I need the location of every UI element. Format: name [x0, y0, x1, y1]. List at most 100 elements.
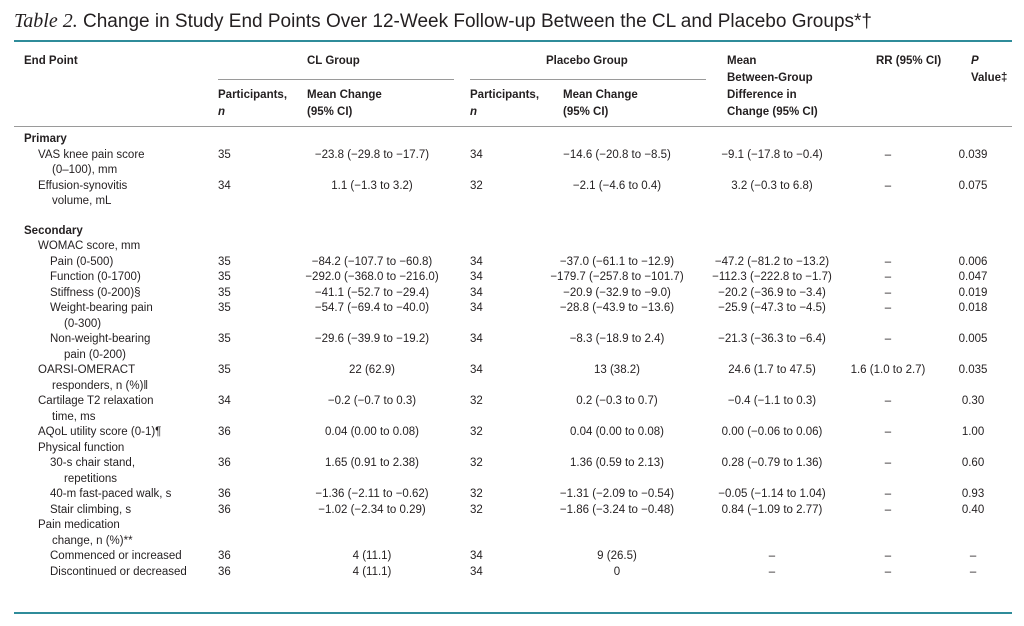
p-cell: 0.047: [958, 271, 988, 283]
pl-mean-cell: −1.31 (−2.09 to −0.54): [559, 488, 675, 500]
pl-n-cell: 32: [470, 395, 483, 407]
endpoint-unit: pain (0-200): [64, 348, 127, 361]
header-rr: RR (95% CI): [876, 55, 942, 67]
cl-mean-cell: 0.04 (0.00 to 0.08): [325, 426, 419, 438]
diff-cell: −112.3 (−222.8 to −1.7): [712, 271, 832, 283]
header-cl-mean-ci: (95% CI): [307, 106, 353, 118]
section-row-secondary: Secondary: [24, 224, 1012, 240]
rr-cell: –: [884, 286, 892, 299]
header-cl-mean-change: Mean Change (95% CI): [307, 87, 382, 121]
endpoint-name: VAS knee pain score: [38, 148, 145, 161]
pl-mean-cell: −20.9 (−32.9 to −9.0): [563, 286, 671, 299]
diff-cell: −0.05 (−1.14 to 1.04): [718, 488, 826, 500]
table-row: Cartilage T2 relaxation time, ms 34 −0.2 …: [24, 394, 1012, 425]
rr-cell: –: [884, 457, 892, 469]
endpoint-cell: Cartilage T2 relaxation time, ms: [24, 394, 218, 425]
cl-n-cell: 35: [218, 271, 231, 283]
p-cell: 0.005: [958, 333, 988, 345]
cl-mean-cell: 1.65 (0.91 to 2.38): [325, 457, 419, 469]
rr-cell: –: [884, 565, 892, 578]
endpoint-name: Stiffness (0-200)§: [50, 286, 141, 299]
rr-cell: –: [884, 271, 892, 283]
pl-mean-cell: −14.6 (−20.8 to −8.5): [563, 148, 671, 161]
cl-n-cell: 35: [218, 148, 231, 161]
endpoint-unit: volume, mL: [52, 195, 112, 207]
endpoint-name: Function (0-1700): [50, 271, 141, 283]
rr-cell: –: [884, 179, 892, 192]
cl-n-cell: 35: [218, 302, 231, 314]
endpoint-name: Discontinued or decreased: [50, 565, 187, 578]
table-row: VAS knee pain score (0–100), mm 35 −23.8 …: [24, 148, 1012, 179]
header-pl-participants: Participants, n: [470, 87, 539, 121]
table-label: Table 2.: [14, 10, 78, 32]
diff-cell: −9.1 (−17.8 to −0.4): [721, 148, 823, 161]
cl-n-cell: 36: [218, 550, 231, 562]
endpoint-cell: VAS knee pain score (0–100), mm: [24, 148, 218, 179]
diff-cell: −21.3 (−36.3 to −6.4): [718, 333, 826, 345]
table-row: Non-weight-bearing pain (0-200) 35 −29.6 …: [24, 332, 1012, 363]
pl-mean-cell: 0.04 (0.00 to 0.08): [570, 426, 664, 438]
section-primary: Primary: [24, 133, 67, 145]
pl-n-cell: 32: [470, 426, 483, 438]
diff-cell: −25.9 (−47.3 to −4.5): [718, 302, 826, 314]
pl-n-cell: 32: [470, 179, 483, 192]
pl-n-cell: 32: [470, 503, 483, 516]
table-row: 30-s chair stand, repetitions 36 1.65 (0.…: [24, 456, 1012, 487]
header-pl-participants-n: n: [470, 106, 478, 118]
cl-mean-cell: −54.7 (−69.4 to −40.0): [314, 302, 430, 314]
p-cell: 0.30: [961, 395, 985, 407]
spacer-row: [24, 210, 1012, 224]
section-row-primary: Primary: [24, 132, 1012, 148]
pl-n-cell: 34: [470, 550, 483, 562]
rr-cell: 1.6 (1.0 to 2.7): [850, 364, 926, 376]
endpoint-cell: OARSI-OMERACT responders, n (%)‖: [24, 363, 218, 394]
table-row: Commenced or increased 36 4 (11.1) 34 9 …: [24, 549, 1012, 565]
p-cell: 0.018: [958, 302, 988, 314]
header-mean-line1: Mean: [727, 55, 757, 67]
header-cl-participants-label: Participants,: [218, 89, 288, 101]
header-cl-mean-label: Mean Change: [307, 89, 382, 101]
rr-cell: –: [884, 550, 892, 562]
cl-n-cell: 36: [218, 488, 231, 500]
endpoint-name: Non-weight-bearing: [50, 333, 151, 345]
diff-cell: −20.2 (−36.9 to −3.4): [718, 286, 826, 299]
pl-n-cell: 34: [470, 255, 483, 268]
header-cl-group: CL Group: [307, 55, 360, 67]
endpoint-name: Cartilage T2 relaxation: [38, 395, 154, 407]
pl-mean-cell: −28.8 (−43.9 to −13.6): [559, 302, 675, 314]
pl-n-cell: 32: [470, 457, 483, 469]
endpoint-name: OARSI-OMERACT: [38, 364, 136, 376]
endpoint-unit: responders, n (%)‖: [52, 379, 149, 392]
cl-mean-cell: 1.1 (−1.3 to 3.2): [331, 179, 413, 192]
table-row: 40-m fast-paced walk, s 36 −1.36 (−2.11 …: [24, 487, 1012, 503]
pl-mean-cell: −37.0 (−61.1 to −12.9): [559, 255, 675, 268]
rr-cell: –: [884, 426, 892, 438]
pl-mean-cell: −8.3 (−18.9 to 2.4): [569, 333, 665, 345]
header-pl-mean-change: Mean Change (95% CI): [563, 87, 638, 121]
pl-n-cell: 34: [470, 148, 483, 161]
header-pl-mean-ci: (95% CI): [563, 106, 609, 118]
header-mean-between: Mean Between-Group Difference in Change …: [727, 53, 818, 121]
p-cell: 0.60: [961, 457, 985, 469]
header-pl-mean-label: Mean Change: [563, 89, 638, 101]
p-cell: 0.93: [961, 488, 985, 500]
rr-cell: –: [884, 255, 892, 268]
diff-cell: 3.2 (−0.3 to 6.8): [731, 179, 813, 192]
table-row: Stiffness (0-200)§ 35 −41.1 (−52.7 to −2…: [24, 286, 1012, 302]
endpoint-cell: Pain medication change, n (%)**: [24, 518, 1012, 549]
endpoint-unit: time, ms: [52, 410, 96, 423]
pl-n-cell: 34: [470, 565, 483, 578]
pl-n-cell: 34: [470, 364, 483, 376]
cl-n-cell: 36: [218, 565, 231, 578]
diff-cell: 0.28 (−0.79 to 1.36): [721, 457, 823, 469]
pl-mean-cell: 0.2 (−0.3 to 0.7): [576, 395, 658, 407]
pl-mean-cell: −179.7 (−257.8 to −101.7): [550, 271, 684, 283]
diff-cell: −0.4 (−1.1 to 0.3): [727, 395, 817, 407]
title-rule: [14, 40, 1012, 42]
table-row: Stair climbing, s 36 −1.02 (−2.34 to 0.2…: [24, 503, 1012, 519]
endpoint-name: Stair climbing, s: [50, 503, 132, 516]
endpoint-cell: Non-weight-bearing pain (0-200): [24, 332, 218, 363]
endpoint-name: Effusion-synovitis: [38, 179, 128, 192]
rr-cell: –: [884, 333, 892, 345]
subsection-physical: Physical function: [38, 441, 125, 454]
